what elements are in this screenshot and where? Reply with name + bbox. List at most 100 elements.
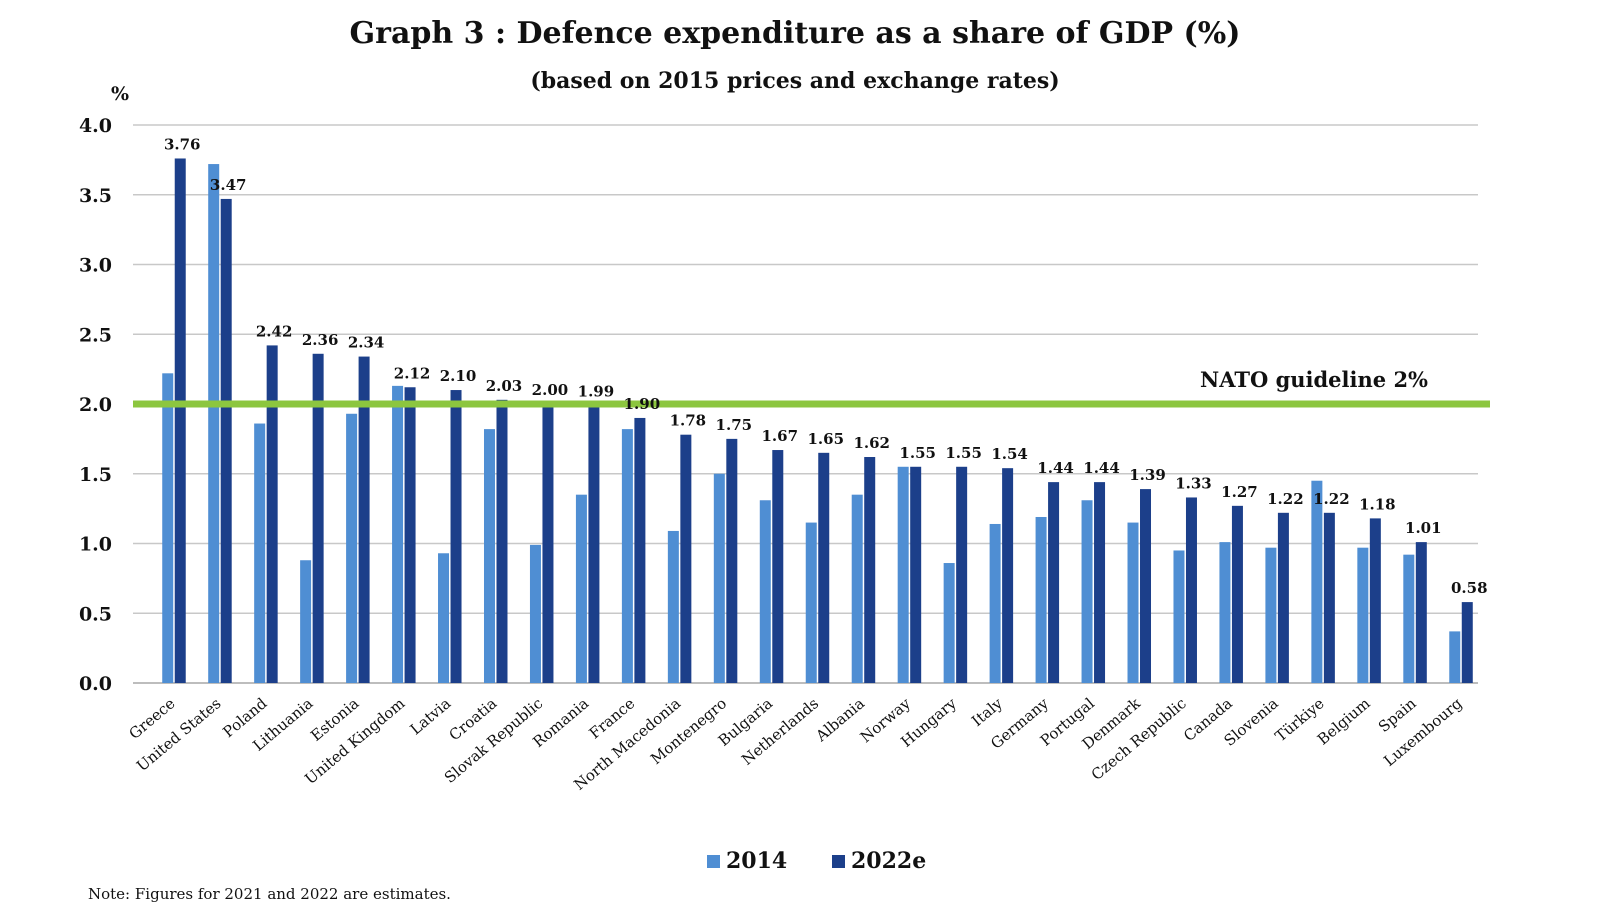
- bar-2022e: [266, 345, 278, 683]
- y-tick-label: 0.5: [79, 603, 112, 625]
- bar-2022e: [864, 457, 876, 683]
- data-label: 2.03: [486, 377, 523, 395]
- bar-2022e: [1277, 512, 1289, 683]
- bar-2022e: [818, 452, 830, 683]
- data-label: 2.00: [532, 381, 569, 399]
- bar-2022e: [404, 387, 416, 683]
- bar-2014: [897, 466, 909, 683]
- bar-2014: [162, 373, 174, 683]
- bar-2014: [438, 553, 450, 683]
- bar-2022e: [312, 353, 324, 683]
- bar-2014: [621, 429, 633, 683]
- bar-2022e: [1140, 489, 1152, 683]
- data-label: 2.34: [348, 334, 385, 352]
- bars: [162, 158, 1473, 684]
- y-axis-label: %: [111, 83, 129, 105]
- data-label: 1.90: [624, 395, 661, 413]
- bar-2014: [1081, 500, 1093, 683]
- bar-2014: [529, 544, 541, 683]
- bar-2014: [1403, 554, 1415, 683]
- x-tick-label: Luxembourg: [1380, 694, 1466, 770]
- y-tick-label: 3.0: [79, 255, 112, 277]
- data-label: 2.36: [302, 331, 339, 349]
- bar-2014: [1357, 547, 1369, 683]
- bar-2022e: [1002, 468, 1014, 683]
- data-label: 1.22: [1313, 490, 1350, 508]
- bar-2014: [805, 522, 817, 683]
- data-label: 1.39: [1129, 466, 1166, 484]
- bar-2014: [1127, 522, 1139, 683]
- bar-2014: [483, 429, 495, 683]
- bar-2022e: [726, 438, 738, 683]
- data-label: 3.76: [164, 135, 201, 153]
- bar-2014: [1035, 516, 1047, 683]
- data-label: 1.33: [1175, 474, 1212, 492]
- x-tick-label: Albania: [812, 694, 868, 745]
- legend-label: 2022e: [851, 848, 926, 874]
- bar-2022e: [542, 404, 554, 683]
- y-tick-label: 2.5: [79, 324, 112, 346]
- data-label: 1.44: [1037, 459, 1074, 477]
- data-label: 1.99: [578, 382, 615, 400]
- bar-2022e: [358, 356, 370, 683]
- data-label: 1.65: [807, 430, 844, 448]
- data-label: 1.75: [716, 416, 753, 434]
- data-label: 1.18: [1359, 495, 1396, 513]
- bar-2014: [989, 523, 1001, 683]
- data-label: 1.78: [670, 412, 707, 430]
- bar-2014: [300, 560, 312, 683]
- bar-2022e: [220, 198, 232, 683]
- data-label: 2.12: [394, 364, 431, 382]
- bar-2014: [759, 500, 771, 683]
- y-tick-label: 4.0: [79, 115, 112, 137]
- bar-2022e: [1461, 602, 1473, 683]
- legend-label: 2014: [726, 848, 787, 874]
- bar-2022e: [1415, 542, 1427, 683]
- bar-2022e: [1323, 512, 1335, 683]
- y-tick-label: 3.5: [79, 185, 112, 207]
- bar-2014: [254, 423, 266, 683]
- bar-2022e: [634, 417, 646, 683]
- bar-2022e: [1231, 505, 1243, 683]
- bar-2014: [1173, 550, 1185, 683]
- bar-2022e: [1185, 497, 1197, 683]
- bar-2022e: [1094, 482, 1106, 683]
- data-label: 1.62: [853, 434, 890, 452]
- x-tick-label: Italy: [968, 694, 1006, 730]
- legend-swatch: [832, 855, 845, 868]
- y-tick-label: 0.0: [79, 673, 112, 695]
- data-label: 1.55: [899, 444, 936, 462]
- bar-2014: [713, 473, 725, 683]
- data-label: 1.44: [1083, 459, 1120, 477]
- y-tick-label: 1.0: [79, 534, 112, 556]
- y-tick-label: 2.0: [79, 394, 112, 416]
- bar-2022e: [956, 466, 968, 683]
- bar-2014: [346, 413, 358, 683]
- bar-2014: [392, 385, 404, 683]
- bar-2022e: [588, 405, 600, 683]
- legend: 2014 2022e: [707, 848, 926, 874]
- chart-title: Graph 3 : Defence expenditure as a share…: [350, 16, 1241, 51]
- bar-2022e: [1369, 518, 1381, 683]
- chart-subtitle: (based on 2015 prices and exchange rates…: [530, 68, 1059, 94]
- bar-2022e: [450, 390, 462, 683]
- data-label: 1.01: [1405, 519, 1442, 537]
- bar-2014: [667, 530, 679, 683]
- bar-2014: [575, 494, 587, 683]
- data-label: 0.58: [1451, 579, 1488, 597]
- data-labels: 3.76 3.47 2.42 2.36 2.34 2.12 2.10 2.03 2.00 1.99…: [164, 135, 1488, 597]
- bar-2022e: [680, 434, 692, 683]
- bar-2022e: [772, 450, 784, 683]
- bar-2014: [1311, 480, 1323, 683]
- bar-2014: [1265, 547, 1277, 683]
- bar-2014: [851, 494, 863, 683]
- bar-2022e: [496, 399, 508, 683]
- chart-note: Note: Figures for 2021 and 2022 are esti…: [88, 885, 451, 903]
- data-label: 3.47: [210, 176, 247, 194]
- bar-2022e: [174, 158, 186, 684]
- data-label: 1.27: [1221, 483, 1258, 501]
- data-label: 1.67: [762, 427, 799, 445]
- data-label: 1.55: [945, 444, 982, 462]
